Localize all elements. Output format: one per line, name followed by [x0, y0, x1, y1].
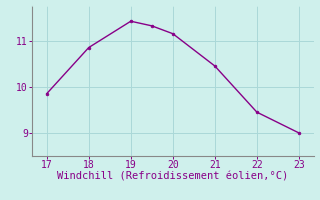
X-axis label: Windchill (Refroidissement éolien,°C): Windchill (Refroidissement éolien,°C) — [57, 172, 288, 182]
